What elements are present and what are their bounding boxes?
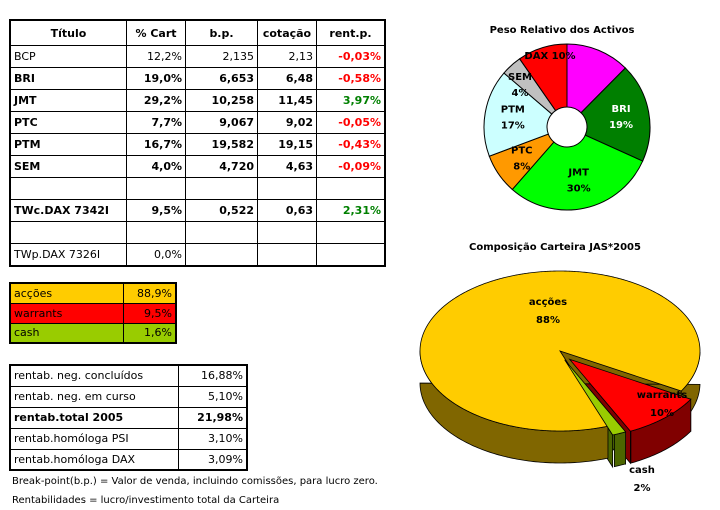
pie3d-label: acções <box>529 297 567 308</box>
holdings-header-row: Título % Cart b.p. cotação rent.p. <box>9 19 386 46</box>
donut-slice-ptm <box>483 72 553 157</box>
table-row: SEM 4,0% 4,720 4,63 -0,09% <box>9 155 386 178</box>
donut-label: BRI <box>612 104 631 115</box>
donut-label: 30% <box>567 184 591 195</box>
allocation-label: warrants <box>9 302 124 324</box>
table-row: PTC 7,7% 9,067 9,02 -0,05% <box>9 111 386 134</box>
pie3d-side-cash <box>613 431 627 468</box>
pie3d-label: warrants <box>637 390 687 401</box>
cell-cart: 12,2% <box>126 45 186 68</box>
donut-label: DAX 10% <box>524 51 575 62</box>
donut-label: 19% <box>609 120 633 131</box>
returns-row: rentab.total 2005 21,98% <box>9 406 248 429</box>
header-cart: % Cart <box>126 19 186 46</box>
cell-bp: 0,522 <box>185 199 258 222</box>
cell-cot <box>257 243 317 266</box>
cell-cot: 9,02 <box>257 111 317 134</box>
cell-rent <box>316 243 386 266</box>
returns-value: 21,98% <box>177 406 248 429</box>
allocation-value: 9,5% <box>122 302 177 324</box>
cell-cot: 6,48 <box>257 67 317 90</box>
allocation-value: 88,9% <box>122 282 177 304</box>
allocation-row: cash 1,6% <box>9 322 177 344</box>
donut-slice-jmt <box>511 134 644 211</box>
cell-rent: -0,09% <box>316 155 386 178</box>
cell-rent: -0,43% <box>316 133 386 156</box>
cell-cot: 4,63 <box>257 155 317 178</box>
cell-cart: 0,0% <box>126 243 186 266</box>
breakpoint-note: Break-point(b.p.) = Valor de venda, incl… <box>12 476 378 487</box>
pie3d-label: cash <box>629 465 655 476</box>
pie3d-label: 10% <box>650 408 674 419</box>
holdings-table: Título % Cart b.p. cotação rent.p. BCP 12… <box>9 19 386 267</box>
donut-chart-title: Peso Relativo dos Activos <box>490 25 635 36</box>
donut-label: SEM <box>508 72 532 83</box>
donut-slice-bri <box>580 67 651 162</box>
cell-cart: 16,7% <box>126 133 186 156</box>
returns-row: rentab.homóloga DAX 3,09% <box>9 448 248 471</box>
pie3d-slice-acções <box>419 270 701 432</box>
returns-label: rentab.homóloga DAX <box>9 448 179 471</box>
pie3d-slice-cash <box>564 359 627 436</box>
cell-rent: -0,03% <box>316 45 386 68</box>
table-row: TWp.DAX 7326I 0,0% <box>9 243 386 266</box>
pie3d-label: 88% <box>536 315 560 326</box>
cell-cot: 2,13 <box>257 45 317 68</box>
allocation-table: acções 88,9% warrants 9,5% cash 1,6% <box>9 282 177 344</box>
returns-value: 5,10% <box>177 385 248 408</box>
pie3d-chart-title: Composição Carteira JAS*2005 <box>469 242 641 253</box>
cell-titulo: JMT <box>9 89 127 112</box>
cell-rent: -0,05% <box>316 111 386 134</box>
donut-label: 17% <box>501 120 525 131</box>
returns-note: Rentabilidades = lucro/investimento tota… <box>12 495 280 506</box>
cell-cart: 9,5% <box>126 199 186 222</box>
donut-label: PTM <box>501 104 525 115</box>
cell-titulo: TWp.DAX 7326I <box>9 243 127 266</box>
cell-rent: -0,58% <box>316 67 386 90</box>
table-row <box>9 177 386 200</box>
returns-table: rentab. neg. concluídos 16,88% rentab. neg… <box>9 364 248 471</box>
cell-titulo: TWc.DAX 7342I <box>9 199 127 222</box>
table-row: PTM 16,7% 19,582 19,15 -0,43% <box>9 133 386 156</box>
pie3d-slice-warrants <box>568 358 692 432</box>
returns-label: rentab. neg. concluídos <box>9 364 179 387</box>
donut-label: PTC <box>511 145 533 156</box>
returns-value: 3,09% <box>177 448 248 471</box>
table-row: TWc.DAX 7342I 9,5% 0,522 0,63 2,31% <box>9 199 386 222</box>
cell-bp: 9,067 <box>185 111 258 134</box>
returns-label: rentab.total 2005 <box>9 406 179 429</box>
pie3d-label: 2% <box>634 483 651 494</box>
returns-row: rentab. neg. concluídos 16,88% <box>9 364 248 387</box>
table-row: BCP 12,2% 2,135 2,13 -0,03% <box>9 45 386 68</box>
donut-label: 8% <box>513 161 530 172</box>
cell-cot: 19,15 <box>257 133 317 156</box>
donut-slice-dax <box>518 43 568 112</box>
donut-label: 4% <box>512 88 529 99</box>
cell-cot: 11,45 <box>257 89 317 112</box>
allocation-value: 1,6% <box>122 322 177 344</box>
cell-cot: 0,63 <box>257 199 317 222</box>
donut-label: JMT <box>567 168 589 179</box>
allocation-row: warrants 9,5% <box>9 302 177 324</box>
